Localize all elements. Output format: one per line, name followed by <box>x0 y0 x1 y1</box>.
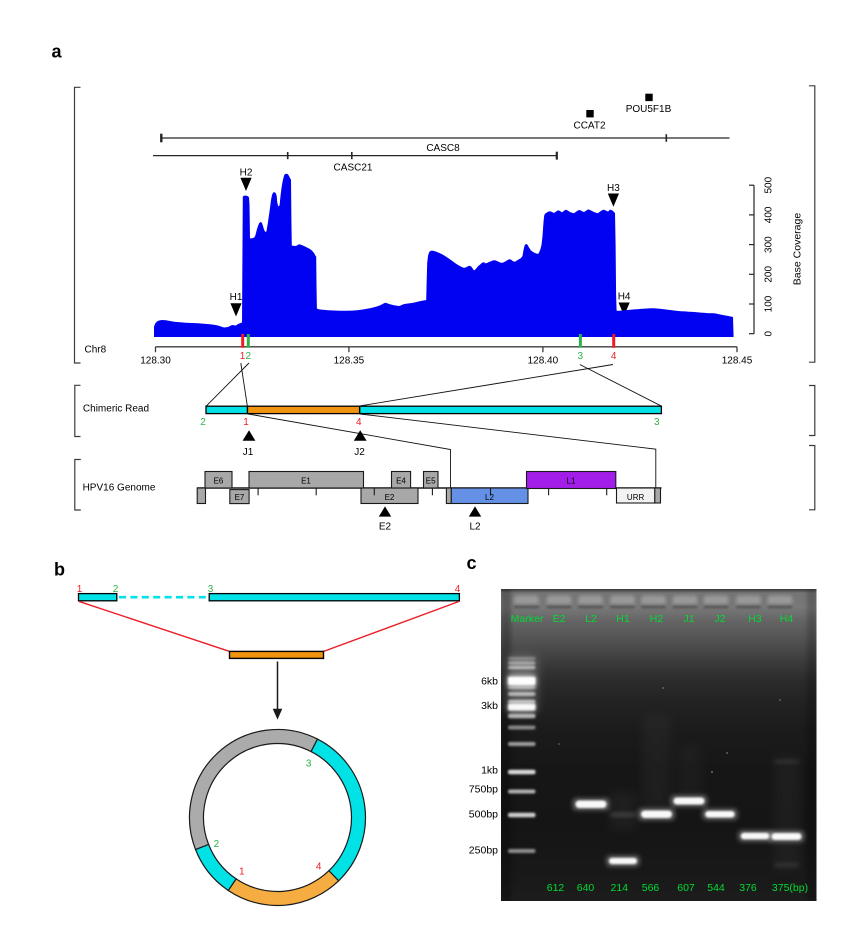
svg-text:CCAT2: CCAT2 <box>573 120 605 131</box>
svg-text:E6: E6 <box>214 476 224 485</box>
svg-text:128.40: 128.40 <box>528 356 559 367</box>
svg-text:2: 2 <box>113 584 119 595</box>
svg-text:128.45: 128.45 <box>722 356 753 367</box>
svg-text:0: 0 <box>764 330 775 336</box>
svg-text:1kb: 1kb <box>481 765 498 777</box>
svg-text:URR: URR <box>627 493 645 502</box>
svg-text:3kb: 3kb <box>481 700 498 712</box>
svg-text:HPV16 Genome: HPV16 Genome <box>83 483 156 494</box>
svg-text:H1: H1 <box>616 613 630 625</box>
svg-text:400: 400 <box>764 206 775 223</box>
svg-text:3: 3 <box>306 758 312 769</box>
svg-text:612: 612 <box>547 882 565 894</box>
svg-text:500bp: 500bp <box>469 809 498 821</box>
svg-text:H4: H4 <box>780 613 794 625</box>
svg-text:4: 4 <box>455 584 461 595</box>
svg-text:566: 566 <box>642 882 660 894</box>
svg-text:Base Coverage: Base Coverage <box>792 213 804 286</box>
svg-text:500: 500 <box>764 176 775 193</box>
svg-text:376: 376 <box>739 882 757 894</box>
svg-text:375(bp): 375(bp) <box>772 882 808 894</box>
svg-text:1: 1 <box>243 417 249 428</box>
svg-text:100: 100 <box>764 295 775 312</box>
svg-text:E1: E1 <box>301 476 311 485</box>
svg-text:2: 2 <box>214 839 220 850</box>
svg-text:L1: L1 <box>567 477 576 486</box>
svg-text:J1: J1 <box>243 447 254 458</box>
svg-text:H2: H2 <box>240 168 253 179</box>
svg-text:Marker: Marker <box>511 613 544 625</box>
svg-text:250bp: 250bp <box>469 845 498 857</box>
svg-text:E5: E5 <box>426 476 436 485</box>
svg-text:3: 3 <box>578 351 584 362</box>
svg-text:6kb: 6kb <box>481 676 498 688</box>
svg-text:CASC8: CASC8 <box>426 143 460 154</box>
svg-text:2: 2 <box>246 351 252 362</box>
svg-text:c: c <box>467 553 477 573</box>
svg-text:a: a <box>52 42 63 62</box>
svg-text:2: 2 <box>200 417 206 428</box>
svg-text:E2: E2 <box>553 613 566 625</box>
svg-text:544: 544 <box>707 882 725 894</box>
svg-text:H1: H1 <box>230 292 243 303</box>
svg-text:3: 3 <box>208 584 214 595</box>
svg-text:H3: H3 <box>607 183 620 194</box>
svg-text:J2: J2 <box>354 447 365 458</box>
svg-text:Chimeric Read: Chimeric Read <box>83 404 149 415</box>
svg-text:1: 1 <box>77 584 83 595</box>
svg-text:128.35: 128.35 <box>334 356 365 367</box>
svg-text:L2: L2 <box>469 522 481 533</box>
svg-text:E7: E7 <box>235 493 245 502</box>
svg-text:L2: L2 <box>485 493 494 502</box>
svg-text:H4: H4 <box>618 291 631 302</box>
svg-text:E4: E4 <box>396 476 406 485</box>
svg-text:b: b <box>54 560 65 580</box>
svg-text:CASC21: CASC21 <box>334 163 373 174</box>
svg-text:128.30: 128.30 <box>140 356 171 367</box>
svg-text:750bp: 750bp <box>469 784 498 796</box>
svg-text:300: 300 <box>764 236 775 253</box>
svg-text:POU5F1B: POU5F1B <box>626 104 672 115</box>
svg-text:1: 1 <box>239 867 245 878</box>
svg-text:L2: L2 <box>585 613 597 625</box>
svg-text:E2: E2 <box>379 522 392 533</box>
svg-text:J2: J2 <box>714 613 725 625</box>
svg-text:214: 214 <box>611 882 629 894</box>
svg-text:E2: E2 <box>385 493 395 502</box>
svg-text:J1: J1 <box>683 613 694 625</box>
svg-text:4: 4 <box>611 351 617 362</box>
svg-text:1: 1 <box>240 351 246 362</box>
svg-text:H3: H3 <box>748 613 762 625</box>
svg-text:H2: H2 <box>650 613 664 625</box>
svg-text:4: 4 <box>316 862 322 873</box>
svg-text:200: 200 <box>764 266 775 283</box>
svg-text:Chr8: Chr8 <box>85 345 107 356</box>
svg-text:3: 3 <box>654 417 660 428</box>
svg-text:4: 4 <box>356 417 362 428</box>
svg-text:607: 607 <box>677 882 695 894</box>
svg-text:640: 640 <box>577 882 595 894</box>
